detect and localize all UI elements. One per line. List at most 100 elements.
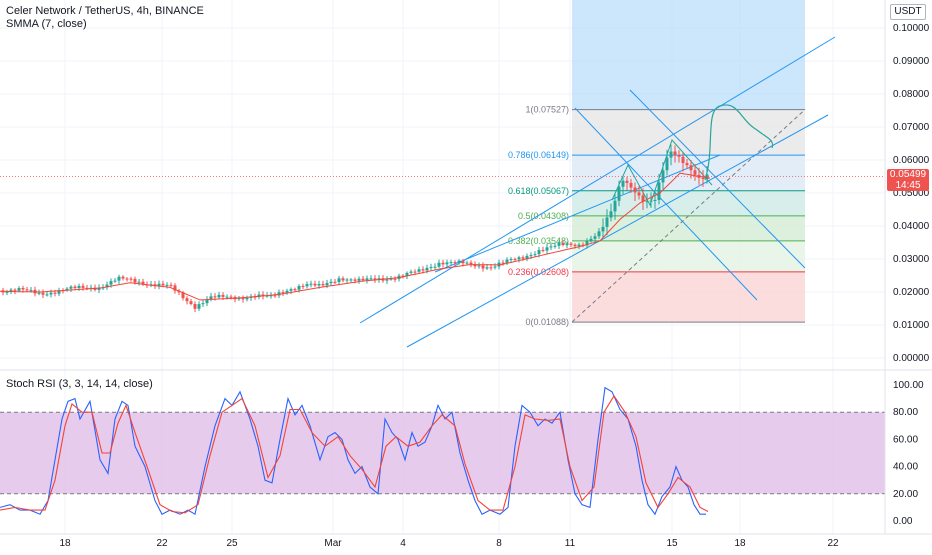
candle-body xyxy=(305,284,309,287)
channel-line xyxy=(574,107,758,301)
candle-body xyxy=(121,276,125,279)
candle-body xyxy=(517,257,521,260)
candle-body xyxy=(425,267,429,271)
candle-body xyxy=(441,262,445,265)
candle-body xyxy=(457,260,461,263)
candle-body xyxy=(705,174,709,179)
rsi-tick-label: 40.00 xyxy=(893,462,918,473)
candle-body xyxy=(409,271,413,273)
price-tick-label: 0.08000 xyxy=(893,89,930,100)
channel-line xyxy=(359,36,836,324)
smma-indicator-label[interactable]: SMMA (7, close) xyxy=(6,18,87,30)
fib-level-label: 0.382(0.03548) xyxy=(508,236,569,246)
bar-countdown: 14:45 xyxy=(895,180,921,191)
candle-body xyxy=(577,244,581,247)
time-tick-label: 22 xyxy=(156,538,168,549)
candle-body xyxy=(621,180,625,187)
candle-body xyxy=(613,200,617,212)
candle-body xyxy=(481,265,485,269)
candle-body xyxy=(313,283,317,286)
time-tick-label: 8 xyxy=(496,538,502,549)
candle-body xyxy=(81,285,85,288)
candle-body xyxy=(549,246,553,248)
candle-body xyxy=(201,303,205,305)
candle-body xyxy=(405,272,409,277)
candle-body xyxy=(413,271,417,273)
smma-line xyxy=(0,172,885,301)
candle-body xyxy=(493,266,497,268)
candle-body xyxy=(525,255,529,259)
price-tick-label: 0.07000 xyxy=(893,122,930,133)
candle-body xyxy=(85,287,89,289)
candle-body xyxy=(125,278,129,280)
candle-body xyxy=(665,157,669,171)
candle-body xyxy=(117,276,121,281)
stoch-rsi-label[interactable]: Stoch RSI (3, 3, 14, 14, close) xyxy=(6,378,153,390)
candle-body xyxy=(373,278,377,280)
smma-path xyxy=(0,172,711,301)
candle-body xyxy=(129,278,133,280)
symbol-title[interactable]: Celer Network / TetherUS, 4h, BINANCE xyxy=(6,5,204,17)
candle-body xyxy=(353,279,357,281)
candle-body xyxy=(485,267,489,269)
fib-level-label: 0(0.01088) xyxy=(525,317,569,327)
chart-legend: Celer Network / TetherUS, 4h, BINANCE SM… xyxy=(6,5,204,31)
fib-zone xyxy=(572,109,805,156)
candle-body xyxy=(461,260,465,264)
time-tick-label: 18 xyxy=(59,538,71,549)
candle-body xyxy=(297,285,301,290)
candle-body xyxy=(341,278,345,281)
candle-body xyxy=(389,278,393,280)
candle-body xyxy=(349,279,353,281)
time-tick-label: 11 xyxy=(565,538,576,549)
candle-body xyxy=(137,281,141,283)
candle-body xyxy=(265,295,269,297)
candle-body xyxy=(505,259,509,263)
candle-body xyxy=(649,200,653,202)
candle-body xyxy=(345,279,349,281)
candle-body xyxy=(513,259,517,261)
price-tick-label: 0.10000 xyxy=(893,23,930,34)
channel-line xyxy=(629,89,806,269)
candle-body xyxy=(693,170,697,175)
fib-zone xyxy=(572,271,805,323)
candle-body xyxy=(533,254,537,256)
currency-badge[interactable]: USDT xyxy=(890,4,926,20)
price-tick-label: 0.03000 xyxy=(893,254,930,265)
time-tick-label: 18 xyxy=(734,538,746,549)
candle-body xyxy=(281,292,285,294)
stoch-rsi-lines xyxy=(0,386,709,516)
rsi-tick-label: 80.00 xyxy=(893,407,918,418)
candle-body xyxy=(453,262,457,264)
fib-level-label: 1(0.07527) xyxy=(525,105,569,115)
candle-body xyxy=(337,278,341,282)
candle-body xyxy=(677,155,681,157)
candle-body xyxy=(221,294,225,297)
candle-body xyxy=(193,303,197,309)
candle-body xyxy=(589,238,593,242)
candle-body xyxy=(617,186,621,201)
candle-body xyxy=(65,288,69,291)
candle-body xyxy=(321,284,325,286)
candle-body xyxy=(317,284,321,286)
candle-body xyxy=(673,151,677,156)
candle-body xyxy=(325,283,329,286)
candle-body xyxy=(273,295,277,297)
fib-level-label: 0.786(0.06149) xyxy=(508,150,569,160)
candle-body xyxy=(217,294,221,298)
candle-body xyxy=(361,278,365,281)
candle-body xyxy=(245,297,249,300)
candle-body xyxy=(593,236,597,239)
candle-body xyxy=(309,283,313,285)
candle-body xyxy=(141,281,145,285)
fib-level-label: 0.618(0.05067) xyxy=(508,186,569,196)
candle-body xyxy=(445,262,449,265)
candle-body xyxy=(369,278,373,280)
rsi-tick-label: 100.00 xyxy=(893,380,924,391)
candle-body xyxy=(681,156,685,164)
candle-body xyxy=(657,182,661,200)
candle-body xyxy=(545,247,549,251)
projection-rect xyxy=(572,0,805,110)
